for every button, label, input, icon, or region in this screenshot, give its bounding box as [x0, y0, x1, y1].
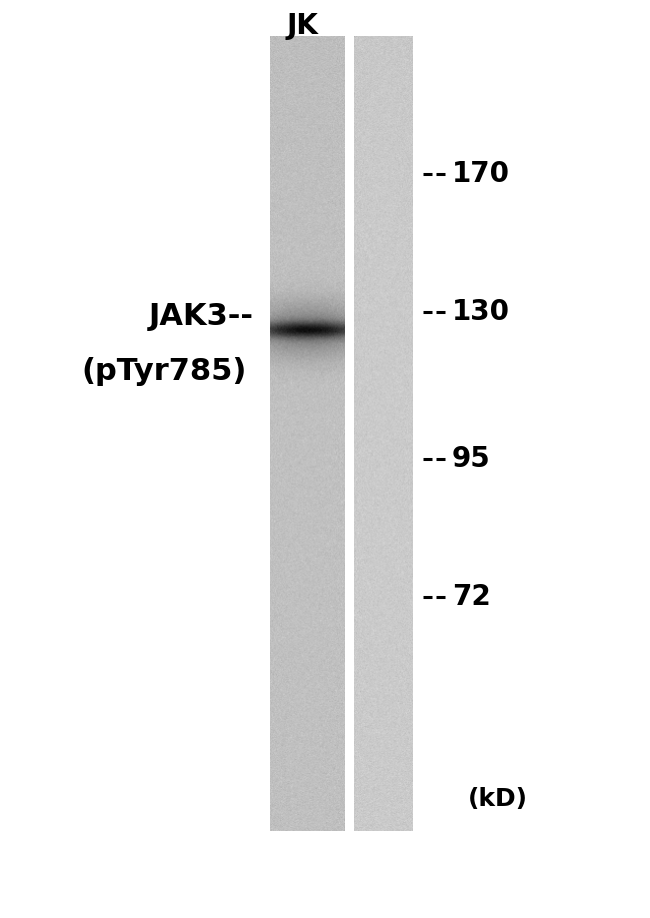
- Text: 72: 72: [452, 583, 491, 610]
- Text: (kD): (kD): [468, 787, 528, 811]
- Text: 130: 130: [452, 298, 510, 326]
- Text: 170: 170: [452, 161, 510, 188]
- Text: JK: JK: [286, 12, 318, 39]
- Text: JAK3--: JAK3--: [148, 302, 254, 331]
- Text: 95: 95: [452, 445, 491, 473]
- Text: (pTyr785): (pTyr785): [82, 357, 247, 386]
